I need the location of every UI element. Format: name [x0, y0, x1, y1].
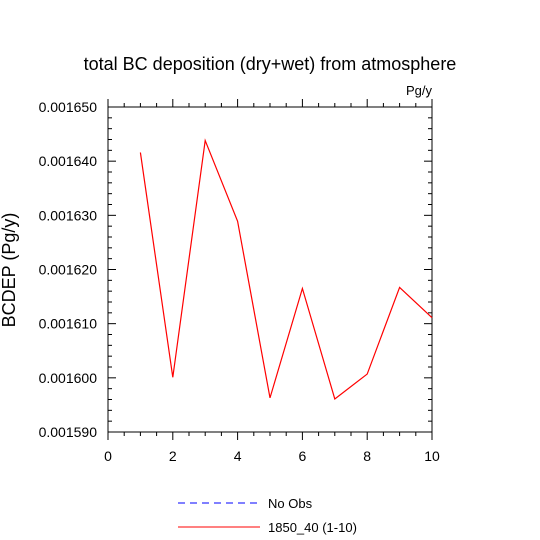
- plot-frame: [107, 106, 433, 433]
- x-tick-label: 10: [424, 448, 440, 464]
- x-tick-labels: 0 2 4 6 8 10: [104, 448, 440, 464]
- legend-label-no-obs: No Obs: [268, 496, 313, 511]
- y-tick-label: 0.001610: [39, 316, 98, 332]
- series-line-1850-40: [139, 138, 433, 400]
- legend-label-1850-40: 1850_40 (1-10): [268, 520, 357, 535]
- series-group: [139, 138, 433, 400]
- y-tick-labels: 0.001590 0.001600 0.001610 0.001620 0.001630…: [39, 99, 98, 440]
- units-label: Pg/y: [406, 83, 433, 98]
- x-tick-label: 4: [234, 448, 242, 464]
- y-tick-label: 0.001600: [39, 370, 98, 386]
- y-axis-label: BCDEP (Pg/y): [0, 213, 19, 328]
- y-tick-label: 0.001620: [39, 262, 98, 278]
- x-tick-label: 6: [299, 448, 307, 464]
- x-tick-label: 0: [104, 448, 112, 464]
- y-tick-label: 0.001650: [39, 99, 98, 115]
- y-tick-label: 0.001640: [39, 153, 98, 169]
- chart-title: total BC deposition (dry+wet) from atmos…: [84, 54, 457, 74]
- major-ticks: [107, 99, 433, 440]
- y-tick-label: 0.001630: [39, 207, 98, 223]
- x-tick-label: 8: [363, 448, 371, 464]
- minor-ticks: [108, 103, 432, 436]
- legend: No Obs 1850_40 (1-10): [178, 496, 357, 535]
- x-tick-label: 2: [169, 448, 177, 464]
- y-tick-label: 0.001590: [39, 424, 98, 440]
